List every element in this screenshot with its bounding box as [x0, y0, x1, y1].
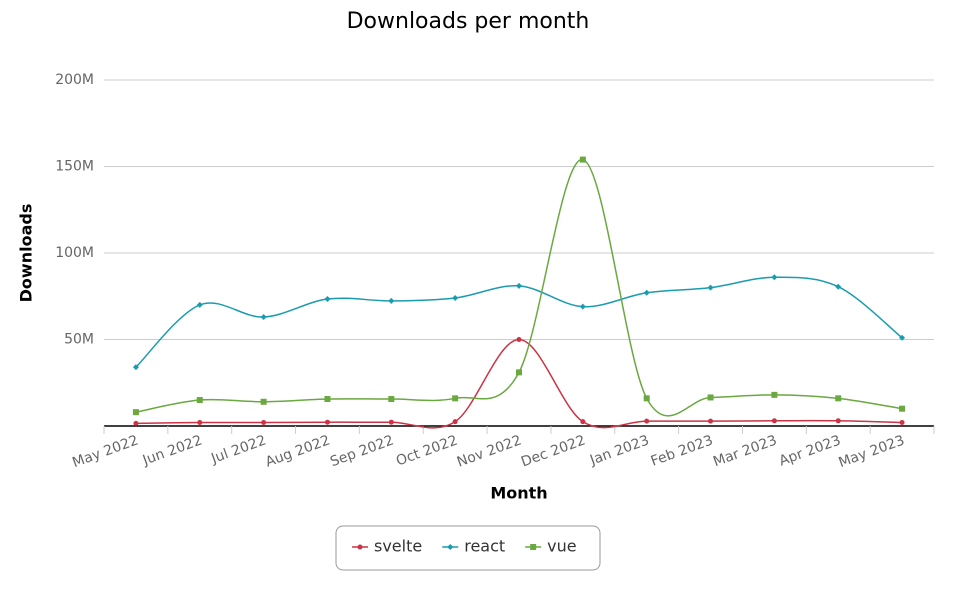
y-tick-label: 50M	[64, 332, 94, 348]
marker	[388, 297, 395, 304]
marker	[261, 420, 267, 426]
x-tick-label: Jul 2022	[208, 432, 268, 467]
marker	[835, 395, 842, 402]
x-axis-title: Month	[490, 484, 547, 503]
marker	[452, 395, 459, 402]
series-line	[135, 276, 903, 368]
marker	[644, 418, 650, 424]
marker	[899, 405, 906, 412]
marker	[260, 314, 267, 321]
series-line	[135, 158, 903, 417]
y-axis-title: Downloads	[17, 204, 36, 303]
x-tick-label: Dec 2022	[519, 432, 588, 470]
x-tick-label: Jan 2023	[587, 432, 651, 468]
y-tick-label: 150M	[55, 159, 94, 175]
legend-label[interactable]: vue	[547, 537, 576, 556]
y-tick-label: 200M	[55, 72, 94, 88]
marker	[771, 274, 778, 281]
x-tick-label: Aug 2022	[263, 432, 332, 470]
legend-box	[335, 525, 601, 571]
marker	[771, 391, 778, 398]
marker	[516, 369, 522, 376]
x-tick-label: Feb 2023	[649, 432, 715, 469]
legend-label[interactable]: svelte	[374, 537, 422, 556]
legend-label[interactable]: react	[464, 537, 505, 556]
x-tick-label: Mar 2023	[711, 432, 779, 470]
marker	[835, 418, 841, 424]
marker	[579, 156, 586, 163]
marker	[835, 283, 842, 290]
x-tick-label: Apr 2023	[777, 432, 843, 469]
marker	[388, 396, 395, 403]
marker	[388, 419, 394, 425]
marker	[324, 396, 331, 403]
marker	[899, 420, 905, 426]
marker	[643, 289, 650, 296]
series-line	[135, 338, 903, 429]
marker	[579, 303, 586, 310]
marker	[132, 364, 139, 371]
marker	[643, 395, 650, 402]
marker	[196, 397, 203, 404]
x-tick-label: Sep 2022	[328, 432, 396, 470]
marker	[197, 420, 203, 426]
x-tick-label: Jun 2022	[140, 432, 205, 469]
marker	[324, 419, 330, 425]
marker	[132, 409, 139, 416]
marker	[771, 418, 777, 424]
marker	[260, 398, 267, 405]
marker	[452, 294, 459, 301]
marker	[516, 337, 522, 342]
x-tick-label: Oct 2022	[394, 432, 460, 469]
marker	[324, 296, 331, 303]
x-tick-label: May 2022	[70, 432, 140, 471]
marker	[357, 544, 363, 550]
marker	[447, 544, 454, 550]
marker	[530, 544, 537, 550]
marker	[516, 282, 522, 289]
marker	[133, 420, 139, 426]
y-tick-label: 100M	[55, 245, 94, 261]
x-tick-label: Nov 2022	[455, 432, 524, 470]
marker	[707, 284, 714, 291]
chart-title: Downloads per month	[347, 9, 590, 34]
marker	[708, 418, 714, 424]
marker	[196, 301, 203, 308]
marker	[707, 394, 714, 401]
marker	[452, 419, 458, 425]
x-tick-label: May 2023	[836, 432, 906, 471]
marker	[899, 334, 906, 341]
marker	[580, 419, 586, 425]
